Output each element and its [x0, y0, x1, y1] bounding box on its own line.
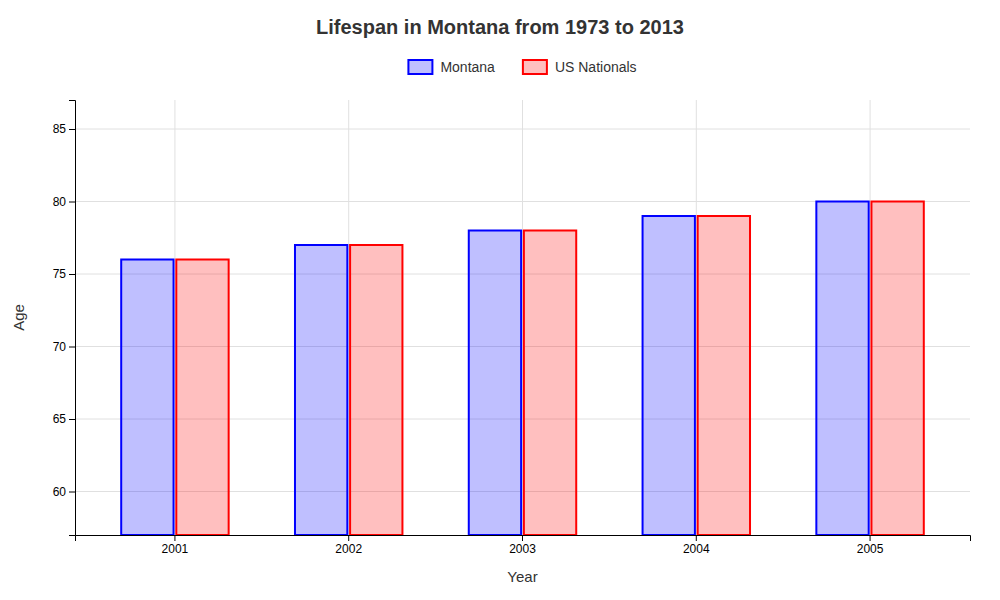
y-axis-line	[69, 101, 76, 536]
x-axis-line	[76, 536, 971, 542]
legend-item: US Nationals	[523, 59, 637, 75]
y-tick-label: 80	[53, 195, 67, 209]
y-tick: 60	[53, 485, 75, 499]
bar	[524, 231, 576, 536]
y-tick-mark	[69, 202, 75, 203]
legend-label: Montana	[440, 59, 495, 75]
x-tick-label: 2001	[162, 542, 189, 556]
legend: Montana US Nationals	[408, 59, 636, 75]
x-tick-label: 2003	[509, 542, 536, 556]
x-tick-mark	[174, 535, 175, 541]
bar	[121, 260, 173, 536]
bar	[871, 202, 923, 536]
bars	[121, 202, 924, 536]
x-axis: 2001 2002 2003 2004 2005	[76, 535, 971, 556]
grid-line-x	[522, 100, 523, 535]
grid	[75, 100, 970, 535]
grid-line-x	[174, 100, 175, 535]
x-tick: 2002	[335, 535, 362, 556]
y-tick: 65	[53, 412, 75, 426]
y-tick-mark	[69, 419, 75, 420]
y-tick-mark	[69, 274, 75, 275]
y-tick-label: 85	[53, 122, 67, 136]
bar	[816, 202, 868, 536]
x-tick: 2001	[162, 535, 189, 556]
x-tick-label: 2004	[683, 542, 710, 556]
grid-line-x	[348, 100, 349, 535]
legend-item: Montana	[408, 59, 495, 75]
bar	[698, 216, 750, 535]
y-tick-mark	[69, 347, 75, 348]
y-tick-label: 60	[53, 485, 67, 499]
x-axis-title: Year	[507, 568, 537, 585]
chart: 2001 2002 2003 2004 2005 60 65 70 75 80 85 Lifespan…	[0, 0, 1000, 600]
x-tick-label: 2002	[335, 542, 362, 556]
y-axis-title: Age	[10, 304, 27, 331]
bar	[643, 216, 695, 535]
y-tick-label: 75	[53, 267, 67, 281]
title: Lifespan in Montana from 1973 to 2013	[316, 16, 684, 38]
bar	[350, 245, 402, 535]
legend-label: US Nationals	[555, 59, 637, 75]
x-tick-mark	[348, 535, 349, 541]
x-tick-mark	[696, 535, 697, 541]
bar	[469, 231, 521, 536]
legend-swatch	[408, 60, 432, 74]
bar	[176, 260, 228, 536]
x-tick-mark	[870, 535, 871, 541]
y-axis: 60 65 70 75 80 85	[53, 101, 76, 536]
x-tick-label: 2005	[857, 542, 884, 556]
x-tick: 2003	[509, 535, 536, 556]
y-tick-label: 70	[53, 340, 67, 354]
grid-line-x	[870, 100, 871, 535]
y-tick: 70	[53, 340, 75, 354]
x-tick-mark	[522, 535, 523, 541]
grid-line-x	[696, 100, 697, 535]
y-tick: 75	[53, 267, 75, 281]
y-tick-mark	[69, 492, 75, 493]
x-tick: 2005	[857, 535, 884, 556]
legend-swatch	[523, 60, 547, 74]
x-tick: 2004	[683, 535, 710, 556]
plot: 2001 2002 2003 2004 2005 60 65 70 75 80 85	[53, 100, 971, 556]
bar	[295, 245, 347, 535]
y-tick: 80	[53, 195, 75, 209]
y-tick-label: 65	[53, 412, 67, 426]
y-tick-mark	[69, 129, 75, 130]
y-tick: 85	[53, 122, 75, 136]
